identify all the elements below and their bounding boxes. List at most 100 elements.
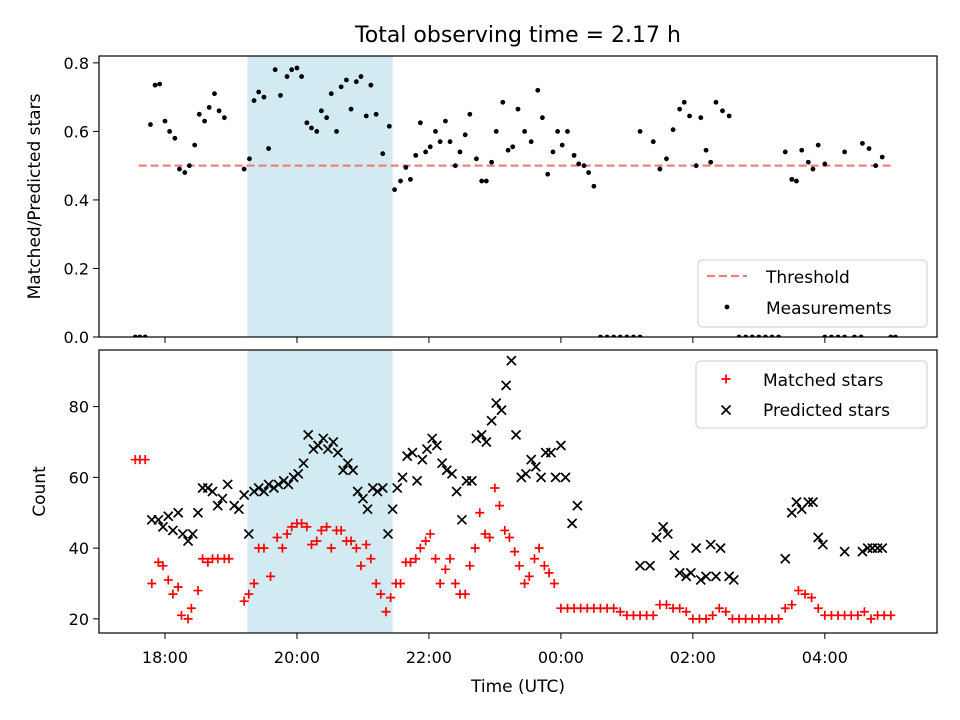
predicted-point <box>233 504 244 515</box>
y-tick-label: 0.0 <box>64 328 89 347</box>
matched-point <box>336 525 346 535</box>
predicted-point <box>862 542 873 554</box>
measurement-point <box>167 128 173 134</box>
predicted-point <box>192 507 204 518</box>
matched-point <box>859 607 869 617</box>
predicted-point <box>691 542 702 554</box>
predicted-point <box>258 486 270 497</box>
measurement-point <box>162 118 168 124</box>
matched-point <box>431 554 441 564</box>
measurement-point <box>256 89 262 95</box>
measurement-point <box>810 166 816 172</box>
matched-point <box>721 607 731 617</box>
measurement-point <box>467 111 473 117</box>
predicted-point <box>451 486 462 497</box>
measurement-point <box>247 156 252 162</box>
matched-point <box>386 593 396 603</box>
measurement-point <box>241 166 247 172</box>
measurement-point <box>413 152 419 158</box>
measurement-point <box>272 67 278 73</box>
predicted-point <box>872 542 883 554</box>
predicted-point <box>715 542 726 554</box>
predicted-point <box>510 429 522 441</box>
matched-point <box>514 561 524 571</box>
legend: Matched stars Predicted stars <box>695 360 928 429</box>
matched-point <box>173 582 183 592</box>
measurement-point <box>822 161 828 167</box>
predicted-point <box>283 479 294 490</box>
predicted-point <box>456 514 468 525</box>
measurement-point <box>309 125 314 131</box>
measurement-point <box>338 84 344 90</box>
measurement-point <box>693 163 699 169</box>
measurement-point <box>437 139 443 145</box>
measurement-point <box>380 151 386 157</box>
axes-frame <box>98 55 938 338</box>
matched-point <box>322 522 332 532</box>
matched-point <box>224 554 234 564</box>
measurement-point <box>447 139 453 145</box>
predicted-point <box>644 560 656 571</box>
predicted-point <box>496 405 507 416</box>
predicted-point <box>685 567 696 578</box>
predicted-point <box>658 521 669 532</box>
legend-box <box>697 259 928 328</box>
measurement-point <box>500 99 506 105</box>
measurement-point <box>586 170 592 175</box>
measurement-point <box>182 170 188 175</box>
matched-point <box>495 501 505 511</box>
measurement-point <box>216 108 222 114</box>
measurement-point <box>670 127 676 133</box>
predicted-point <box>535 472 547 483</box>
x-tick-label: 20:00 <box>274 648 320 667</box>
y-axis-label: Count <box>30 466 50 517</box>
matched-point <box>376 589 386 599</box>
matched-point <box>147 578 157 588</box>
matched-point <box>396 578 406 588</box>
predicted-point <box>813 532 824 543</box>
matched-point <box>361 540 371 550</box>
predicted-point <box>572 500 583 511</box>
predicted-point <box>437 458 448 469</box>
bottom-panel: 20 40 60 80 18:00 20:00 22:00 00:00 02:00 04:00 Co… <box>30 349 938 667</box>
matched-point <box>356 561 366 571</box>
matched-point <box>886 610 896 620</box>
predicted-point <box>476 429 487 441</box>
measurement-point <box>866 146 872 151</box>
predicted-point <box>352 486 363 497</box>
measurement-point <box>505 147 511 153</box>
matched-point <box>203 557 213 567</box>
predicted-point <box>157 521 169 532</box>
predicted-point <box>501 380 512 391</box>
predicted-point <box>545 447 557 458</box>
matched-point <box>249 578 259 588</box>
measurement-point <box>535 87 541 93</box>
matched-point <box>701 614 711 624</box>
predicted-point <box>273 479 284 490</box>
measurement-point <box>403 164 409 170</box>
legend-label-measurements: Measurements <box>766 299 892 319</box>
measurement-point <box>657 166 663 172</box>
matched-point <box>510 547 520 557</box>
measurement-point <box>789 176 795 182</box>
measurement-point <box>299 74 304 79</box>
matched-point <box>708 610 718 620</box>
matched-point <box>326 543 336 553</box>
matched-point <box>366 554 376 564</box>
y-axis-label: Matched/Predicted stars <box>25 93 45 299</box>
legend-measurement-swatch <box>724 304 730 310</box>
measurement-point <box>687 113 692 119</box>
measurement-point <box>540 115 545 121</box>
predicted-point <box>392 482 403 494</box>
y-tick-label: 0.2 <box>64 259 89 278</box>
predicted-point <box>446 468 458 479</box>
x-axis-label: Time (UTC) <box>470 677 565 697</box>
matched-point <box>158 561 168 571</box>
measurement-point <box>522 128 527 134</box>
measurement-point <box>266 146 271 151</box>
measurement-point <box>284 74 290 79</box>
measurement-point <box>799 147 805 153</box>
chart-title: Total observing time = 2.17 h <box>354 23 681 48</box>
predicted-point <box>263 479 274 490</box>
